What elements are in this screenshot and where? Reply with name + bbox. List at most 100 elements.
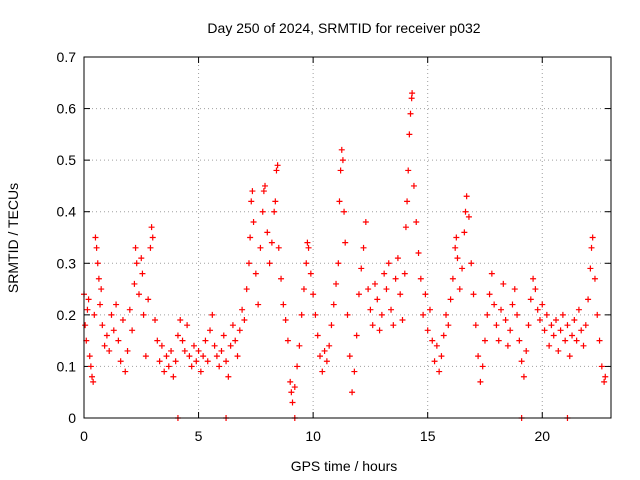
data-point <box>305 244 312 251</box>
data-point <box>422 291 429 298</box>
data-point <box>89 373 96 380</box>
data-point <box>573 337 580 344</box>
data-point <box>323 358 330 365</box>
data-point <box>184 322 191 329</box>
data-point <box>578 327 585 334</box>
data-point <box>110 327 117 334</box>
data-point <box>459 265 466 272</box>
y-tick-label: 0.2 <box>57 307 77 323</box>
data-point <box>355 291 362 298</box>
data-point <box>131 280 138 287</box>
data-point <box>449 275 456 282</box>
data-point <box>216 363 223 370</box>
data-point <box>119 317 126 324</box>
data-point <box>598 363 605 370</box>
data-point <box>85 296 92 303</box>
data-point <box>236 327 243 334</box>
data-point <box>252 270 259 277</box>
y-tick-label: 0.1 <box>57 358 77 374</box>
y-tick-label: 0.4 <box>57 204 77 220</box>
data-point <box>507 327 514 334</box>
data-point <box>186 353 193 360</box>
data-point <box>546 342 553 349</box>
data-point <box>461 229 468 236</box>
data-point <box>229 322 236 329</box>
data-point <box>161 368 168 375</box>
data-point <box>275 244 282 251</box>
data-point <box>250 219 257 226</box>
data-point <box>468 260 475 267</box>
data-point <box>314 332 321 339</box>
data-point <box>133 260 140 267</box>
data-point <box>177 317 184 324</box>
data-point <box>454 255 461 262</box>
data-point <box>409 90 416 97</box>
data-point <box>289 399 296 406</box>
data-point <box>245 260 252 267</box>
data-point <box>429 337 436 344</box>
data-point <box>147 244 154 251</box>
data-point <box>272 198 279 205</box>
data-point <box>165 363 172 370</box>
data-point <box>87 363 94 370</box>
data-point <box>296 342 303 349</box>
data-point <box>365 286 372 293</box>
data-point <box>117 358 124 365</box>
data-point <box>126 306 133 313</box>
data-point <box>408 95 415 102</box>
data-point <box>132 244 139 251</box>
data-point <box>298 311 305 318</box>
data-point <box>511 286 518 293</box>
data-point <box>218 347 225 354</box>
data-point <box>433 342 440 349</box>
data-point <box>351 368 358 375</box>
data-point <box>588 244 595 251</box>
data-point <box>274 162 281 169</box>
data-point <box>200 353 207 360</box>
data-point <box>420 311 427 318</box>
data-point <box>495 337 502 344</box>
data-point <box>223 358 230 365</box>
data-point <box>139 270 146 277</box>
data-point <box>225 373 232 380</box>
data-point <box>207 327 214 334</box>
data-point <box>280 301 287 308</box>
data-point <box>453 234 460 241</box>
data-point <box>179 337 186 344</box>
data-point <box>260 188 267 195</box>
data-point <box>86 353 93 360</box>
data-point <box>402 224 409 231</box>
data-point <box>234 353 241 360</box>
y-tick-label: 0 <box>68 410 76 426</box>
data-point <box>321 347 328 354</box>
data-point <box>518 358 525 365</box>
data-point <box>594 311 601 318</box>
data-point <box>566 353 573 360</box>
data-point <box>103 332 110 339</box>
data-point <box>360 244 367 251</box>
data-point <box>248 198 255 205</box>
data-point <box>550 332 557 339</box>
data-point <box>548 322 555 329</box>
data-point <box>447 296 454 303</box>
data-point <box>168 347 175 354</box>
data-point <box>255 301 262 308</box>
data-point <box>591 275 598 282</box>
data-point <box>273 167 280 174</box>
data-point <box>530 275 537 282</box>
data-point <box>241 317 248 324</box>
data-point <box>525 322 532 329</box>
data-point <box>124 347 131 354</box>
data-point <box>378 311 385 318</box>
data-point <box>158 342 165 349</box>
data-point <box>232 337 239 344</box>
data-point <box>452 244 459 251</box>
data-point <box>555 347 562 354</box>
y-axis-label: SRMTID / TECUs <box>5 183 21 293</box>
data-point <box>410 182 417 189</box>
data-point <box>532 286 539 293</box>
data-point <box>170 373 177 380</box>
data-point <box>188 363 195 370</box>
data-point <box>339 157 346 164</box>
